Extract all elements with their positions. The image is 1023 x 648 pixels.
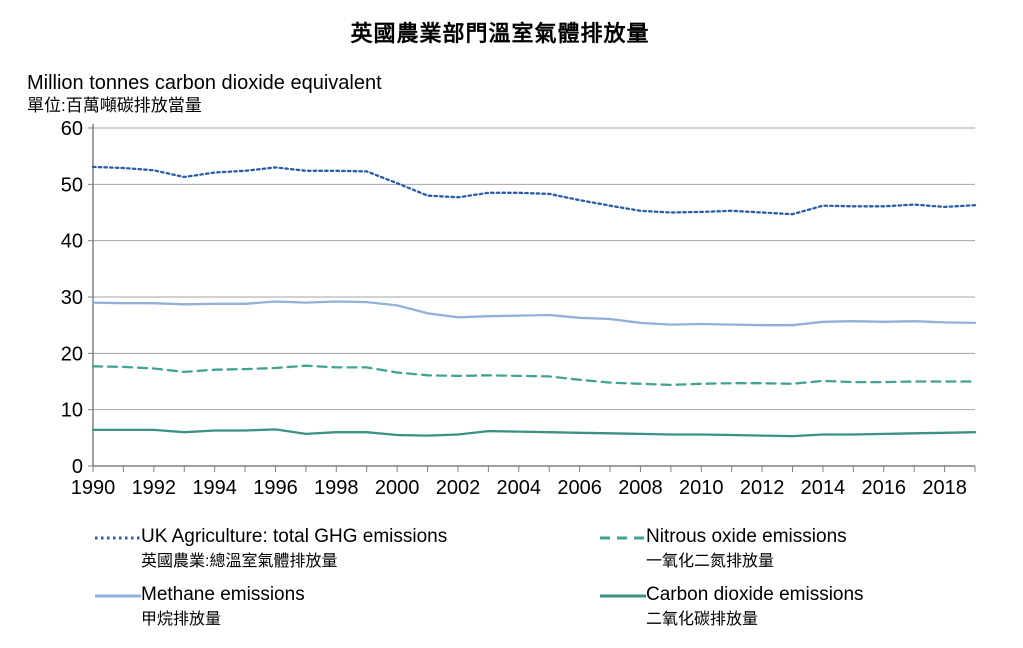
x-tick-label: 1990 [71,477,116,499]
y-tick-label: 0 [72,456,83,478]
x-tick-label: 1992 [132,477,177,499]
x-tick-label: 2008 [618,477,663,499]
x-tick-label: 2002 [436,477,481,499]
y-tick-label: 30 [61,287,83,309]
line-chart-plot: 0 10 20 30 40 50 60 1990 1992 1994 1996 1998 2000 200… [61,118,977,499]
legend-item-methane: Methane emissions 甲烷排放量 [95,582,600,632]
x-tick-label: 1996 [253,477,298,499]
series-line-0 [91,165,977,216]
unit-label-block: Million tonnes carbon dioxide equivalent… [27,72,382,117]
total-ghg-line-marker [95,536,141,540]
legend-label-carbon-dioxide-en: Carbon dioxide emissions [646,584,864,605]
x-tick-label: 2000 [375,477,420,499]
nitrous-oxide-line-marker [600,536,646,540]
series-line-2 [91,300,977,327]
carbon-dioxide-line-marker [600,594,646,598]
x-tick-label: 2006 [557,477,602,499]
series-line-3 [91,428,977,438]
legend-label-nitrous-oxide-zh: 一氧化二氮排放量 [646,553,775,570]
y-tick-label: 50 [61,174,83,196]
x-tick-label: 2012 [740,477,785,499]
x-tick-label: 2004 [497,477,542,499]
x-tick-label: 2014 [801,477,846,499]
legend-label-methane-zh: 甲烷排放量 [141,611,222,628]
legend-label-total-ghg-zh: 英國農業:總溫室氣體排放量 [141,553,338,570]
methane-line-marker [95,594,141,598]
y-tick-label: 40 [61,231,83,253]
legend-label-methane-en: Methane emissions [141,584,305,605]
x-tick-label: 2016 [862,477,907,499]
legend-label-carbon-dioxide-zh: 二氧化碳排放量 [646,611,759,628]
series-line-1 [91,364,977,387]
x-tick-label: 2010 [679,477,724,499]
x-tick-label: 1998 [314,477,359,499]
legend-label-total-ghg-en: UK Agriculture: total GHG emissions [141,526,448,547]
x-tick-label: 2018 [922,477,967,499]
x-tick-label: 1994 [192,477,237,499]
legend-item-nitrous-oxide: Nitrous oxide emissions 一氧化二氮排放量 [600,524,955,574]
y-tick-label: 60 [61,118,83,140]
chart-title: 英國農業部門溫室氣體排放量 [350,21,650,46]
legend-label-nitrous-oxide-en: Nitrous oxide emissions [646,526,847,547]
unit-label-english: Million tonnes carbon dioxide equivalent [27,72,382,94]
y-tick-label: 10 [61,400,83,422]
chart-legend: UK Agriculture: total GHG emissions 英國農業… [95,524,955,632]
unit-label-chinese: 單位:百萬噸碳排放當量 [27,96,202,115]
legend-item-carbon-dioxide: Carbon dioxide emissions 二氧化碳排放量 [600,582,955,632]
legend-item-total-ghg: UK Agriculture: total GHG emissions 英國農業… [95,524,600,574]
y-tick-label: 20 [61,343,83,365]
